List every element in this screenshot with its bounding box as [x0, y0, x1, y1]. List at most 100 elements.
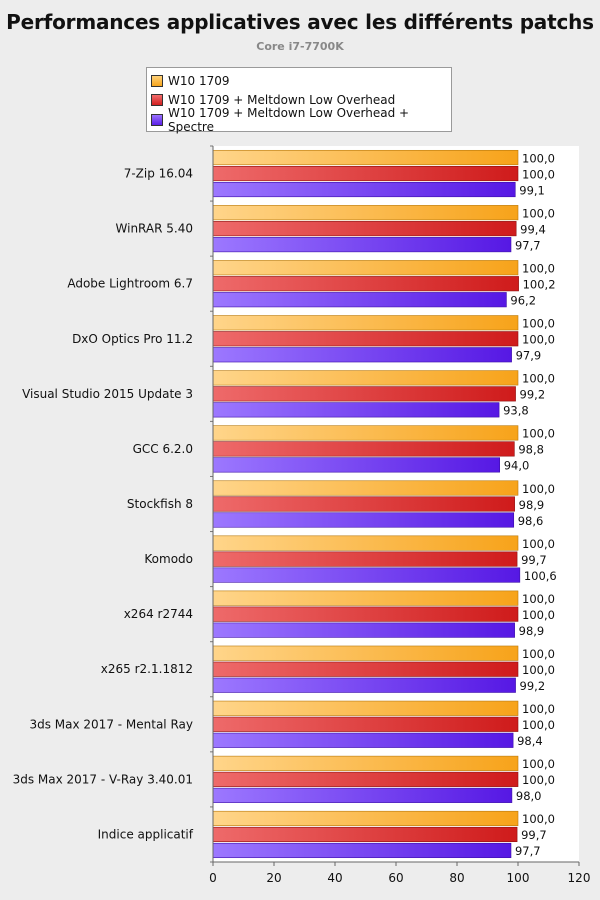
category-label: Adobe Lightroom 6.7 — [67, 277, 193, 291]
data-label: 100,0 — [522, 206, 555, 220]
bar-meltdown — [212, 606, 519, 622]
legend-item-spectre: W10 1709 + Meltdown Low Overhead + Spect… — [151, 106, 451, 134]
bar-w10 — [212, 810, 519, 827]
x-tick-label: 40 — [327, 871, 342, 885]
bar-w10 — [212, 315, 519, 331]
category-label: DxO Optics Pro 11.2 — [72, 332, 193, 346]
bar-spectre — [212, 181, 516, 198]
bar-spectre — [212, 842, 512, 859]
bar-w10 — [212, 205, 519, 221]
legend-label-w10: W10 1709 — [168, 73, 230, 88]
category-label: Indice applicatif — [98, 827, 194, 841]
bar-spectre — [212, 457, 501, 473]
chart-title: Performances applicatives avec les diffé… — [6, 10, 594, 34]
bar-meltdown — [212, 276, 519, 292]
bar-spectre — [212, 237, 512, 253]
data-label: 99,1 — [519, 183, 545, 197]
legend-swatch-meltdown — [151, 94, 163, 107]
bar-w10 — [212, 370, 519, 386]
data-label: 100,0 — [522, 812, 555, 826]
data-label: 97,7 — [515, 238, 541, 252]
legend-label-spectre: W10 1709 + Meltdown Low Overhead + Spect… — [168, 105, 410, 134]
data-label: 99,2 — [520, 679, 546, 693]
chart-subtitle: Core i7-7700K — [256, 40, 344, 53]
category-label: 3ds Max 2017 - Mental Ray — [29, 717, 193, 731]
bar-w10 — [212, 645, 519, 661]
data-label: 97,9 — [516, 349, 542, 363]
data-label: 93,8 — [503, 404, 529, 418]
data-label: 100,0 — [522, 647, 555, 661]
data-label: 100,0 — [522, 333, 555, 347]
x-tick-label: 80 — [449, 871, 464, 885]
category-label: Komodo — [144, 552, 193, 566]
data-label: 100,0 — [522, 317, 555, 331]
legend-item-w10: W10 1709 — [151, 71, 451, 91]
data-label: 100,0 — [522, 151, 555, 165]
bar-w10 — [212, 590, 519, 606]
legend-item-meltdown: W10 1709 + Meltdown Low Overhead — [151, 91, 451, 111]
bar-w10 — [212, 480, 519, 496]
bar-meltdown — [212, 661, 519, 677]
bar-w10 — [212, 755, 519, 771]
plot-area: 7-Zip 16.04 100,0 100,0 99,1 WinRAR 5.40 100,… — [13, 145, 591, 885]
data-label: 100,0 — [522, 718, 555, 732]
data-label: 98,9 — [519, 624, 545, 638]
data-label: 98,8 — [518, 443, 544, 457]
data-label: 96,2 — [510, 293, 536, 307]
bar-meltdown — [212, 386, 516, 402]
bar-w10 — [212, 149, 519, 166]
bar-meltdown — [212, 331, 519, 347]
data-label: 100,0 — [522, 702, 555, 716]
data-label: 97,7 — [515, 844, 541, 858]
data-label: 100,0 — [522, 592, 555, 606]
data-label: 98,0 — [516, 789, 542, 803]
data-label: 99,2 — [520, 388, 546, 402]
data-label: 99,4 — [520, 222, 546, 236]
category-label: 3ds Max 2017 - V-Ray 3.40.01 — [13, 772, 193, 786]
category-label: 7-Zip 16.04 — [124, 167, 193, 181]
data-label: 100,0 — [522, 608, 555, 622]
bar-meltdown — [212, 221, 517, 237]
x-tick-label: 0 — [209, 871, 217, 885]
bar-spectre — [212, 787, 513, 803]
category-label: x264 r2744 — [124, 607, 193, 621]
bar-spectre — [212, 732, 514, 748]
bar-meltdown — [212, 165, 519, 182]
x-tick-label: 120 — [568, 871, 591, 885]
bar-w10 — [212, 700, 519, 716]
category-label: GCC 6.2.0 — [133, 442, 193, 456]
bar-meltdown — [212, 441, 515, 457]
data-label: 100,0 — [522, 773, 555, 787]
bar-spectre — [212, 567, 521, 583]
data-label: 100,0 — [522, 261, 555, 275]
legend-label-meltdown: W10 1709 + Meltdown Low Overhead — [168, 93, 396, 108]
bar-spectre — [212, 677, 516, 693]
bar-spectre — [212, 402, 500, 418]
bar-meltdown — [212, 716, 519, 732]
bar-meltdown — [212, 771, 519, 787]
bar-w10 — [212, 535, 519, 551]
legend-swatch-w10 — [151, 74, 163, 87]
data-label: 100,0 — [522, 427, 555, 441]
category-label: x265 r2.1.1812 — [101, 662, 193, 676]
bar-w10 — [212, 425, 519, 441]
data-label: 99,7 — [521, 553, 547, 567]
data-label: 100,0 — [522, 372, 555, 386]
bar-spectre — [212, 292, 507, 308]
data-label: 100,2 — [523, 277, 556, 291]
data-label: 99,7 — [521, 828, 547, 842]
data-label: 100,0 — [522, 167, 555, 181]
x-tick-label: 20 — [266, 871, 281, 885]
data-label: 98,4 — [517, 734, 543, 748]
bar-spectre — [212, 347, 512, 363]
legend: W10 1709 W10 1709 + Meltdown Low Overhea… — [146, 67, 452, 134]
data-label: 100,0 — [522, 663, 555, 677]
legend-swatch-spectre — [151, 113, 163, 126]
bar-meltdown — [212, 826, 518, 843]
bar-meltdown — [212, 496, 515, 512]
data-label: 98,6 — [518, 514, 544, 528]
bar-w10 — [212, 260, 519, 276]
data-label: 100,0 — [522, 757, 555, 771]
x-tick-label: 100 — [507, 871, 530, 885]
